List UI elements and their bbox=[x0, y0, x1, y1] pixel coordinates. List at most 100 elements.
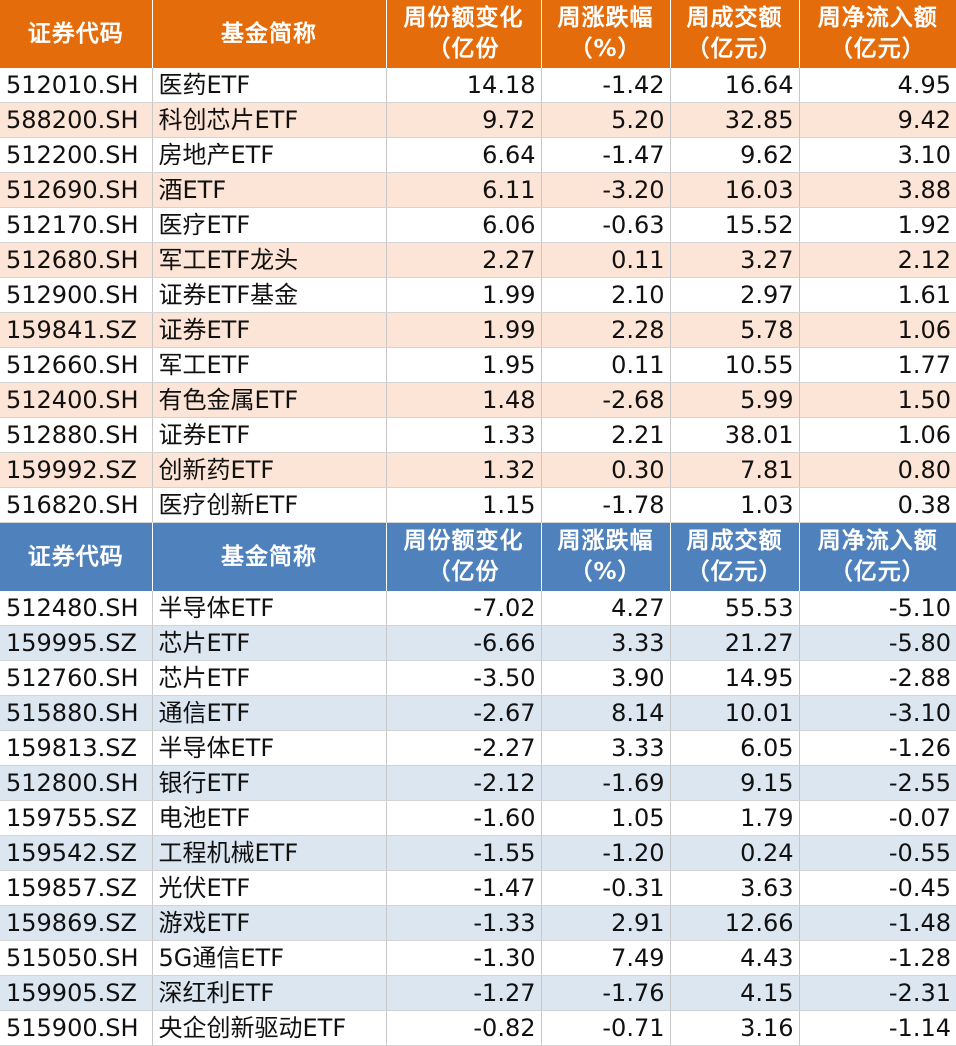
cell-turnover: 2.97 bbox=[670, 277, 800, 313]
cell-turnover: 3.16 bbox=[670, 1010, 800, 1046]
cell-share-change: 6.06 bbox=[386, 207, 542, 243]
cell-share-change: 2.27 bbox=[386, 242, 542, 278]
table-row: 515880.SH 通信ETF -2.67 8.14 10.01 -3.10 bbox=[0, 695, 956, 731]
cell-net-flow: -3.10 bbox=[799, 695, 956, 731]
table-row: 159992.SZ 创新药ETF 1.32 0.30 7.81 0.80 bbox=[0, 452, 956, 488]
cell-change-pct: 3.33 bbox=[541, 730, 671, 766]
cell-share-change: -1.47 bbox=[386, 870, 542, 906]
cell-name: 证券ETF bbox=[152, 312, 387, 348]
cell-code: 515050.SH bbox=[0, 940, 153, 976]
cell-change-pct: 2.28 bbox=[541, 312, 671, 348]
cell-change-pct: 1.05 bbox=[541, 800, 671, 836]
cell-turnover: 9.15 bbox=[670, 765, 800, 801]
cell-name: 通信ETF bbox=[152, 695, 387, 731]
cell-share-change: -1.33 bbox=[386, 905, 542, 941]
cell-name: 酒ETF bbox=[152, 172, 387, 208]
cell-share-change: -0.82 bbox=[386, 1010, 542, 1046]
cell-code: 512480.SH bbox=[0, 591, 153, 626]
header-change-pct: 周涨跌幅 （%） bbox=[541, 523, 671, 591]
cell-change-pct: 0.11 bbox=[541, 347, 671, 383]
table-row: 512880.SH 证券ETF 1.33 2.21 38.01 1.06 bbox=[0, 417, 956, 453]
header-turnover: 周成交额 （亿元） bbox=[670, 523, 800, 591]
outflow-body: 512480.SH 半导体ETF -7.02 4.27 55.53 -5.10 159995… bbox=[0, 591, 956, 1046]
cell-change-pct: -1.47 bbox=[541, 137, 671, 173]
cell-name: 军工ETF龙头 bbox=[152, 242, 387, 278]
cell-share-change: 1.32 bbox=[386, 452, 542, 488]
cell-name: 科创芯片ETF bbox=[152, 102, 387, 138]
cell-code: 516820.SH bbox=[0, 487, 153, 523]
table-row: 512760.SH 芯片ETF -3.50 3.90 14.95 -2.88 bbox=[0, 660, 956, 696]
outflow-table: 证券代码 基金简称 周份额变化 （亿份 周涨跌幅 （%） 周成交额 （亿元） 周净流入… bbox=[0, 523, 956, 1046]
table-row: 159869.SZ 游戏ETF -1.33 2.91 12.66 -1.48 bbox=[0, 905, 956, 941]
cell-code: 159813.SZ bbox=[0, 730, 153, 766]
inflow-header-row: 证券代码 基金简称 周份额变化 （亿份 周涨跌幅 （%） 周成交额 （亿元） 周净流入… bbox=[0, 0, 956, 68]
table-row: 512170.SH 医疗ETF 6.06 -0.63 15.52 1.92 bbox=[0, 207, 956, 243]
cell-name: 芯片ETF bbox=[152, 625, 387, 661]
cell-name: 电池ETF bbox=[152, 800, 387, 836]
cell-name: 房地产ETF bbox=[152, 137, 387, 173]
cell-net-flow: -1.48 bbox=[799, 905, 956, 941]
cell-code: 512200.SH bbox=[0, 137, 153, 173]
cell-change-pct: -2.68 bbox=[541, 382, 671, 418]
table-row: 588200.SH 科创芯片ETF 9.72 5.20 32.85 9.42 bbox=[0, 102, 956, 138]
cell-change-pct: -1.69 bbox=[541, 765, 671, 801]
cell-net-flow: 3.10 bbox=[799, 137, 956, 173]
table-row: 512800.SH 银行ETF -2.12 -1.69 9.15 -2.55 bbox=[0, 765, 956, 801]
cell-turnover: 4.43 bbox=[670, 940, 800, 976]
header-net-flow: 周净流入额 （亿元） bbox=[799, 0, 956, 68]
cell-turnover: 32.85 bbox=[670, 102, 800, 138]
cell-turnover: 3.63 bbox=[670, 870, 800, 906]
cell-turnover: 3.27 bbox=[670, 242, 800, 278]
cell-share-change: 6.64 bbox=[386, 137, 542, 173]
cell-net-flow: 4.95 bbox=[799, 68, 956, 103]
cell-change-pct: 3.33 bbox=[541, 625, 671, 661]
cell-code: 159542.SZ bbox=[0, 835, 153, 871]
cell-code: 159857.SZ bbox=[0, 870, 153, 906]
header-net-flow: 周净流入额 （亿元） bbox=[799, 523, 956, 591]
header-turnover: 周成交额 （亿元） bbox=[670, 0, 800, 68]
table-row: 159542.SZ 工程机械ETF -1.55 -1.20 0.24 -0.55 bbox=[0, 835, 956, 871]
cell-name: 证券ETF bbox=[152, 417, 387, 453]
cell-name: 医疗创新ETF bbox=[152, 487, 387, 523]
cell-change-pct: 2.91 bbox=[541, 905, 671, 941]
table-row: 512900.SH 证券ETF基金 1.99 2.10 2.97 1.61 bbox=[0, 277, 956, 313]
cell-code: 159755.SZ bbox=[0, 800, 153, 836]
cell-net-flow: 1.06 bbox=[799, 312, 956, 348]
cell-net-flow: 1.50 bbox=[799, 382, 956, 418]
cell-share-change: 1.99 bbox=[386, 277, 542, 313]
inflow-table: 证券代码 基金简称 周份额变化 （亿份 周涨跌幅 （%） 周成交额 （亿元） 周净流入… bbox=[0, 0, 956, 523]
cell-code: 159905.SZ bbox=[0, 975, 153, 1011]
cell-name: 银行ETF bbox=[152, 765, 387, 801]
table-row: 516820.SH 医疗创新ETF 1.15 -1.78 1.03 0.38 bbox=[0, 487, 956, 523]
cell-code: 512880.SH bbox=[0, 417, 153, 453]
table-row: 512660.SH 军工ETF 1.95 0.11 10.55 1.77 bbox=[0, 347, 956, 383]
header-name: 基金简称 bbox=[152, 0, 387, 68]
cell-net-flow: -0.45 bbox=[799, 870, 956, 906]
cell-net-flow: 9.42 bbox=[799, 102, 956, 138]
cell-name: 军工ETF bbox=[152, 347, 387, 383]
cell-name: 创新药ETF bbox=[152, 452, 387, 488]
cell-change-pct: -1.78 bbox=[541, 487, 671, 523]
cell-share-change: -6.66 bbox=[386, 625, 542, 661]
table-row: 512200.SH 房地产ETF 6.64 -1.47 9.62 3.10 bbox=[0, 137, 956, 173]
cell-code: 159995.SZ bbox=[0, 625, 153, 661]
cell-turnover: 4.15 bbox=[670, 975, 800, 1011]
cell-code: 512760.SH bbox=[0, 660, 153, 696]
cell-code: 159992.SZ bbox=[0, 452, 153, 488]
cell-share-change: -1.55 bbox=[386, 835, 542, 871]
cell-code: 588200.SH bbox=[0, 102, 153, 138]
header-share-change: 周份额变化 （亿份 bbox=[386, 523, 542, 591]
cell-code: 512170.SH bbox=[0, 207, 153, 243]
cell-net-flow: -2.88 bbox=[799, 660, 956, 696]
cell-name: 芯片ETF bbox=[152, 660, 387, 696]
cell-turnover: 1.03 bbox=[670, 487, 800, 523]
cell-change-pct: 5.20 bbox=[541, 102, 671, 138]
cell-turnover: 0.24 bbox=[670, 835, 800, 871]
table-row: 512010.SH 医药ETF 14.18 -1.42 16.64 4.95 bbox=[0, 68, 956, 103]
cell-turnover: 55.53 bbox=[670, 591, 800, 626]
cell-net-flow: -2.55 bbox=[799, 765, 956, 801]
cell-share-change: -7.02 bbox=[386, 591, 542, 626]
cell-code: 512800.SH bbox=[0, 765, 153, 801]
cell-name: 工程机械ETF bbox=[152, 835, 387, 871]
cell-share-change: -2.27 bbox=[386, 730, 542, 766]
